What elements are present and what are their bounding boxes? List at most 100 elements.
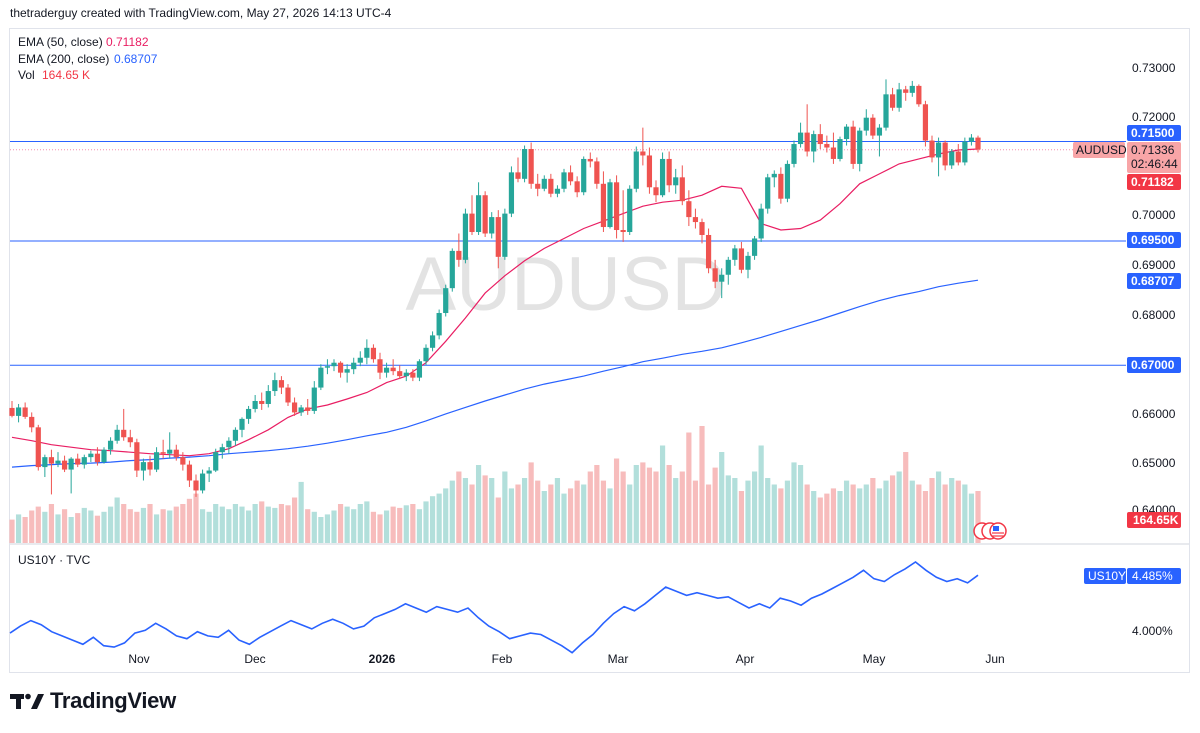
volume-bar [55,514,61,543]
candle-body [646,155,653,188]
time-label: Dec [244,652,265,666]
us-event-flags-icon[interactable] [973,522,1007,540]
volume-bar [863,484,869,543]
candle-body [922,104,929,141]
volume-bar [423,501,429,543]
volume-bar [751,471,758,543]
volume-bar [311,511,317,543]
candle-body [324,366,331,368]
volume-bar [567,488,574,543]
volume-bar [193,493,199,543]
tradingview-wordmark: TradingView [50,688,176,713]
candle-body [305,407,311,411]
volume-bar [778,488,784,543]
bar-countdown: 02:46:44 [1131,157,1178,171]
volume-bar [482,475,488,543]
candle-body [462,213,469,260]
volume-bar [318,517,324,543]
candle-body [857,130,863,164]
volume-bar [876,488,883,543]
candle-body [456,250,462,260]
volume-bar [699,426,705,543]
price-tick: 0.69000 [1132,258,1176,272]
time-axis[interactable]: Nov Dec 2026 Feb Mar Apr May Jun [128,652,1004,666]
volume-bar [61,509,68,543]
candle-body [804,132,810,152]
candle-body [515,172,521,179]
volume-bar [121,504,127,543]
volume-bar [462,478,469,543]
volume-bar [206,511,212,543]
candle-body [817,134,823,145]
volume-bar [732,478,738,543]
candle-body [561,172,567,189]
ema200-badge: 0.68707 [1131,274,1175,288]
candle-body [436,313,442,336]
candle-body [193,480,199,491]
candle-body [528,149,534,184]
volume-bar [600,480,607,543]
candle-body [535,183,541,189]
volume-bar [140,507,147,543]
candle-body [679,177,685,202]
volume-bar [581,484,587,543]
volume-bar [843,480,850,543]
volume-bar [692,480,699,543]
volume-bar [252,504,258,543]
candle-body [732,248,738,260]
volume-bar [889,475,896,543]
candle-body [232,429,239,441]
candle-body [357,357,363,363]
candle-body [903,89,909,93]
candle-body [495,217,501,257]
volume-bar [75,513,81,543]
volume-bar [15,514,22,543]
volume-bar [850,484,856,543]
price-tick: 0.66000 [1132,407,1176,421]
candle-body [364,347,370,358]
candle-body [29,416,35,428]
volume-bar [167,510,173,543]
candle-body [81,457,87,465]
indicator-legend[interactable]: EMA (50, close) 0.71182 EMA (200, close)… [18,35,158,82]
candle-body [659,158,666,196]
volume-bar [173,506,179,543]
volume-bar [646,467,653,543]
volume-bar [817,497,823,543]
candle-body [167,449,173,454]
volume-bar [804,484,810,543]
candle-body [101,449,107,463]
volume-bar [383,510,390,543]
volume-bar [357,504,363,543]
price-tick: 0.70000 [1132,208,1176,222]
volume-bar [199,509,206,543]
candle-body [791,144,797,164]
candle-body [745,255,751,270]
level-badge-bg [1127,357,1181,373]
volume-bar [364,501,370,543]
candle-body [68,458,74,470]
volume-bar [291,497,298,543]
us10y-value-badge-bg [1127,568,1181,584]
candle-body [285,387,291,403]
candle-body [475,195,482,233]
tradingview-footer[interactable]: TradingView [10,688,176,714]
candle-body [686,201,692,218]
volume-bar [975,491,981,543]
candle-body [35,427,41,468]
candle-body [692,217,699,223]
time-label: Jun [985,652,1004,666]
candle-body [22,407,28,417]
time-label: Nov [128,652,149,666]
candle-body [567,172,574,182]
volume-bar [94,515,101,543]
candle-body [797,132,804,145]
volume-bar [758,445,764,543]
symbol-badge-bg [1073,142,1125,158]
volume-bar [554,478,561,543]
volume-bar [659,445,666,543]
candle-body [673,177,679,186]
candle-body [640,151,646,156]
time-label: Apr [736,652,755,666]
